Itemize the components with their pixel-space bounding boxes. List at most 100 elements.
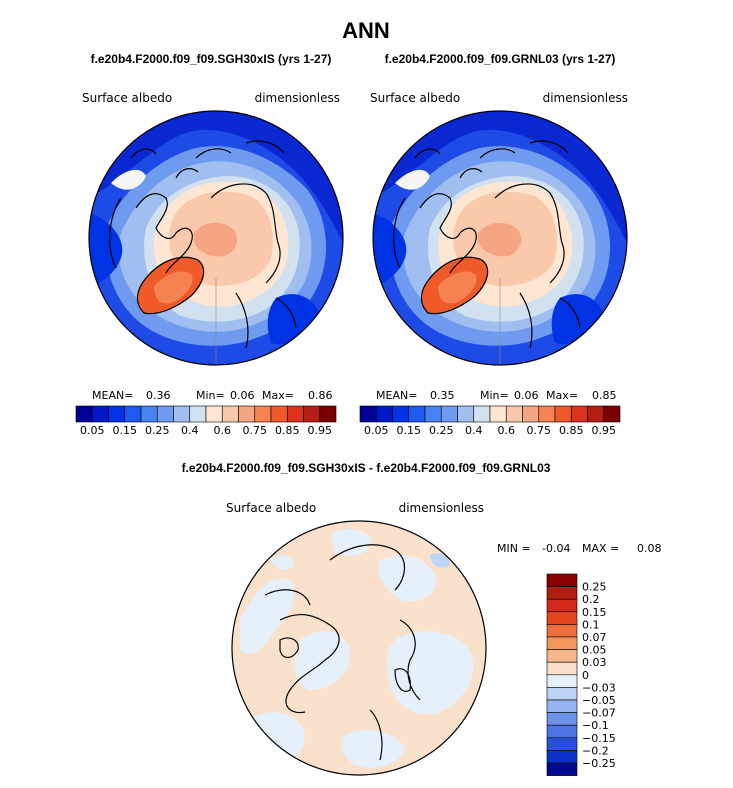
panel-right-colorbar-swatch <box>554 405 572 423</box>
difference-colorbar-swatch <box>546 699 578 713</box>
panel-right-colorbar-tick-label: 0.4 <box>465 424 483 437</box>
panel-right-colorbar-swatch <box>505 405 523 423</box>
panel-right: f.e20b4.F2000.f09_f09.GRNL03 (yrs 1-27) … <box>359 52 628 437</box>
difference-colorbar-swatch <box>546 750 578 764</box>
difference-max-value: 0.08 <box>637 542 662 555</box>
difference-colorbar-swatch <box>546 687 578 701</box>
difference-colorbar-swatch <box>546 611 578 625</box>
panel-left-min-value: 0.06 <box>230 389 255 402</box>
difference-colorbar-tick-label: 0 <box>582 669 589 682</box>
panel-left-colorbar-swatch <box>238 405 256 423</box>
panel-left-colorbar-swatch <box>286 405 304 423</box>
panel-right-colorbar-swatch <box>457 405 475 423</box>
panel-right-colorbar-swatch <box>408 405 426 423</box>
panel-left-colorbar-swatch <box>303 405 321 423</box>
difference-colorbar-tick-label: 0.1 <box>582 618 600 631</box>
difference-colorbar-tick-label: −0.2 <box>582 744 609 757</box>
difference-colorbar-swatch <box>546 724 578 739</box>
panel-left-colorbar-tick-label: 0.95 <box>308 424 333 437</box>
panel-right-map-border <box>372 110 628 366</box>
panel-left-colorbar-swatch <box>91 405 109 423</box>
difference-colorbar-tick-label: 0.03 <box>582 656 607 669</box>
panel-right-map <box>373 111 627 365</box>
panel-right-colorbar-tick-label: 0.85 <box>559 424 584 437</box>
difference-colorbar-swatch <box>546 674 578 688</box>
panel-left-colorbar-swatch <box>140 405 158 423</box>
panel-right-colorbar-swatch <box>538 405 556 423</box>
difference-colorbar-swatch <box>546 636 578 650</box>
difference-min-label: MIN = <box>497 542 531 555</box>
difference-colorbar-swatch <box>546 624 578 638</box>
difference-colorbar-tick-label: −0.15 <box>582 732 616 745</box>
panel-right-colorbar-tick-label: 0.25 <box>429 424 454 437</box>
panel-right-colorbar-swatch <box>570 405 588 423</box>
panel-left-mean-value: 0.36 <box>146 389 171 402</box>
panel-right-min-label: Min= <box>480 389 509 402</box>
difference-colorbar-swatch <box>546 649 578 663</box>
panel-right-colorbar-swatch <box>603 405 621 423</box>
difference-colorbar-tick-label: 0.15 <box>582 606 607 619</box>
panel-left-colorbar-tick-label: 0.85 <box>275 424 300 437</box>
panel-left-colorbar-tick-label: 0.05 <box>80 424 105 437</box>
panel-difference: f.e20b4.F2000.f09_f09.SGH30xIS - f.e20b4… <box>182 461 662 776</box>
difference-colorbar-tick-label: 0.25 <box>582 581 607 594</box>
difference-colorbar-swatch <box>546 661 578 676</box>
panel-left-colorbar-tick-label: 0.6 <box>214 424 232 437</box>
difference-map-border <box>231 520 487 776</box>
panel-right-mean-label: MEAN= <box>376 389 417 402</box>
panel-right-max-label: Max= <box>546 389 578 402</box>
panel-right-variable: Surface albedo <box>370 91 460 105</box>
panel-left-subtitle: f.e20b4.F2000.f09_f09.SGH30xIS (yrs 1-27… <box>91 52 332 66</box>
panel-right-units: dimensionless <box>543 91 628 105</box>
chart-title: ANN <box>342 18 390 43</box>
panel-right-min-value: 0.06 <box>514 389 539 402</box>
panel-left-colorbar-swatch <box>124 405 142 423</box>
panel-left-colorbar-tick-label: 0.15 <box>113 424 138 437</box>
panel-left-colorbar-swatch <box>75 405 93 423</box>
difference-colorbar-swatch <box>546 598 578 613</box>
panel-left-colorbar-swatch <box>156 405 174 423</box>
panel-right-colorbar-tick-label: 0.95 <box>592 424 617 437</box>
panel-left-colorbar-tick-label: 0.25 <box>145 424 170 437</box>
panel-right-colorbar-swatch <box>375 405 393 423</box>
panel-right-subtitle: f.e20b4.F2000.f09_f09.GRNL03 (yrs 1-27) <box>385 52 616 66</box>
panel-left-colorbar-swatch <box>270 405 288 423</box>
difference-colorbar-tick-label: −0.05 <box>582 694 616 707</box>
difference-colorbar-tick-label: 0.2 <box>582 593 600 606</box>
difference-map <box>232 521 486 775</box>
panel-left-mean-label: MEAN= <box>92 389 133 402</box>
panel-left-min-label: Min= <box>196 389 225 402</box>
panel-left-colorbar-swatch <box>173 405 191 423</box>
panel-left-map-border <box>88 110 344 366</box>
panel-right-colorbar-swatch <box>489 405 507 423</box>
panel-right-colorbar-swatch <box>522 405 540 423</box>
panel-right-colorbar-swatch <box>587 405 605 423</box>
panel-right-colorbar-swatch <box>359 405 377 423</box>
panel-right-colorbar-swatch <box>473 405 491 423</box>
difference-colorbar-swatch <box>546 586 578 600</box>
panel-right-colorbar-tick-label: 0.15 <box>397 424 422 437</box>
panel-left-variable: Surface albedo <box>82 91 172 105</box>
panel-right-colorbar-swatch <box>424 405 442 423</box>
panel-right-colorbar-swatch <box>392 405 410 423</box>
difference-colorbar-tick-label: 0.07 <box>582 631 607 644</box>
difference-variable: Surface albedo <box>226 501 316 515</box>
panel-right-colorbar-tick-label: 0.6 <box>498 424 516 437</box>
panel-left: f.e20b4.F2000.f09_f09.SGH30xIS (yrs 1-27… <box>75 52 344 437</box>
difference-colorbar: 0.250.20.150.10.070.050.030−0.03−0.05−0.… <box>546 573 616 776</box>
panel-left-colorbar-swatch <box>205 405 223 423</box>
panel-right-colorbar-tick-label: 0.75 <box>527 424 552 437</box>
panel-left-colorbar-tick-label: 0.4 <box>181 424 199 437</box>
difference-units: dimensionless <box>399 501 484 515</box>
panel-left-units: dimensionless <box>255 91 340 105</box>
panel-left-colorbar-swatch <box>189 405 207 423</box>
panel-left-map <box>89 111 343 365</box>
panel-left-colorbar: 0.05 0.15 0.25 0.4 0.6 0.75 0.85 0.95 <box>75 405 337 437</box>
panel-left-colorbar-tick-label: 0.75 <box>243 424 268 437</box>
difference-title: f.e20b4.F2000.f09_f09.SGH30xIS - f.e20b4… <box>182 461 551 475</box>
panel-left-colorbar-swatch <box>254 405 272 423</box>
difference-colorbar-swatch <box>546 712 578 726</box>
difference-colorbar-swatch <box>546 762 578 776</box>
panel-right-colorbar: 0.05 0.15 0.25 0.4 0.6 0.75 0.85 0.95 <box>359 405 621 437</box>
